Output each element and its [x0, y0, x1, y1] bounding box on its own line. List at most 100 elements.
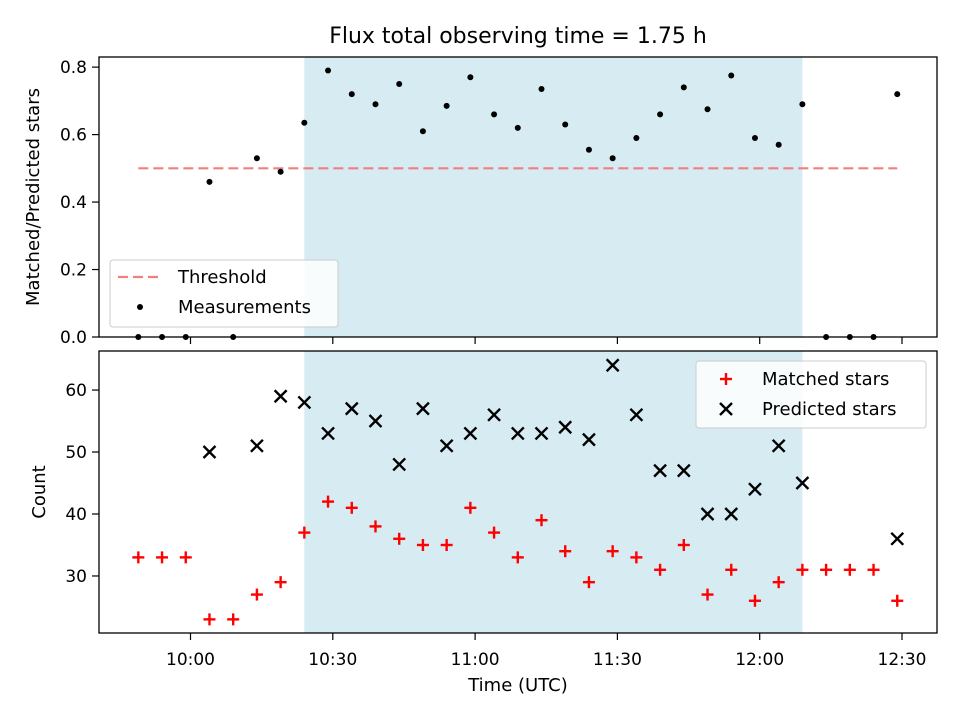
- legend-threshold-label: Threshold: [177, 267, 267, 288]
- measurement-point: [325, 67, 332, 74]
- measurement-point: [396, 80, 403, 87]
- measurement-point: [372, 101, 379, 108]
- matched-stars-point: [345, 501, 358, 514]
- measurement-point: [562, 121, 569, 128]
- predicted-stars-point: [534, 426, 549, 441]
- matched-stars-point: [250, 588, 263, 601]
- predicted-stars-point: [653, 463, 667, 478]
- matched-stars-point: [701, 588, 714, 601]
- legend-measurements-label: Measurements: [178, 297, 311, 318]
- bottom-y-tick-label: 40: [65, 505, 87, 525]
- measurement-point: [799, 101, 806, 108]
- legend-matched-label: Matched stars: [762, 369, 889, 390]
- measurement-point: [775, 141, 782, 148]
- measurement-points: [135, 67, 901, 340]
- count-points: [132, 358, 905, 626]
- predicted-stars-point: [558, 420, 573, 435]
- bottom-y-tick-label: 50: [65, 443, 87, 463]
- predicted-stars-point: [463, 426, 478, 441]
- top-legend: Threshold Measurements: [109, 259, 339, 328]
- predicted-stars-point: [250, 438, 264, 453]
- measurement-point: [277, 168, 284, 175]
- top-y-tick-label: 0.8: [60, 58, 87, 78]
- legend-predicted-label: Predicted stars: [762, 399, 896, 420]
- matched-stars-point: [227, 613, 240, 626]
- bottom-y-tick-label: 30: [65, 567, 87, 587]
- top-y-tick-label: 0.0: [60, 328, 87, 348]
- x-axis-label: Time (UTC): [467, 675, 568, 696]
- matched-stars-point: [867, 563, 880, 576]
- bottom-y-tick-label: 60: [65, 381, 87, 401]
- matched-stars-point: [298, 526, 311, 539]
- bottom-y-axis: 30 40 50 60: [65, 381, 99, 587]
- predicted-stars-point: [297, 395, 312, 410]
- matched-stars-point: [488, 526, 501, 539]
- predicted-stars-point: [676, 463, 691, 478]
- matched-stars-point: [416, 538, 429, 551]
- measurement-point: [657, 111, 664, 118]
- predicted-stars-point: [724, 507, 739, 521]
- legend-matched-swatch: [720, 373, 732, 385]
- chart-title: Flux total observing time = 1.75 h: [329, 24, 707, 49]
- top-shaded-interval: [304, 57, 803, 337]
- matched-stars-point: [132, 551, 145, 564]
- measurement-point: [443, 102, 450, 109]
- measurement-point: [491, 111, 498, 118]
- x-tick-label: 10:00: [166, 650, 215, 670]
- predicted-stars-point: [771, 438, 786, 453]
- measurement-point: [704, 106, 711, 113]
- predicted-stars-point: [202, 445, 217, 459]
- x-tick-label: 11:30: [593, 650, 642, 670]
- predicted-stars-point: [321, 426, 335, 441]
- top-y-tick-label: 0.6: [60, 126, 87, 146]
- predicted-stars-point: [439, 438, 454, 453]
- predicted-stars-point: [487, 407, 501, 422]
- top-x-axis: [189, 337, 903, 344]
- matched-stars-point: [369, 520, 382, 533]
- matched-stars-point: [606, 545, 619, 558]
- matched-stars-point: [772, 576, 785, 589]
- measurement-point: [680, 84, 687, 91]
- predicted-stars-point: [582, 432, 596, 447]
- measurement-point: [609, 155, 616, 162]
- predicted-stars-point: [605, 358, 620, 373]
- matched-stars-point: [274, 576, 287, 589]
- top-y-axis-label: Matched/Predicted stars: [23, 88, 44, 306]
- bottom-legend-box: [695, 360, 927, 429]
- x-tick-label: 10:30: [308, 650, 357, 670]
- predicted-stars-point: [273, 389, 288, 404]
- matched-stars-point: [582, 576, 595, 589]
- matched-stars-point: [156, 551, 169, 564]
- predicted-stars-point: [795, 476, 810, 490]
- measurement-point: [633, 134, 640, 141]
- legend-measurements-swatch: [137, 304, 143, 310]
- measurement-point: [301, 119, 308, 126]
- top-legend-box: [109, 259, 339, 328]
- matched-stars-point: [725, 563, 738, 576]
- matched-stars-point: [630, 551, 643, 564]
- measurement-point: [514, 124, 521, 131]
- x-tick-label: 12:00: [735, 650, 784, 670]
- measurement-point: [206, 178, 213, 185]
- top-axes-frame: [98, 56, 938, 338]
- matched-stars-point: [535, 514, 548, 527]
- matched-stars-point: [511, 551, 524, 564]
- bottom-axes-frame: [98, 350, 938, 634]
- matched-stars-point: [891, 594, 904, 607]
- measurement-point: [894, 91, 901, 98]
- matched-stars-point: [179, 551, 192, 564]
- top-y-tick-label: 0.2: [60, 261, 87, 281]
- bottom-legend: Matched stars Predicted stars: [695, 360, 927, 429]
- measurement-point: [585, 146, 592, 153]
- matched-stars-point: [654, 563, 667, 576]
- predicted-stars-point: [890, 531, 905, 546]
- predicted-stars-point: [416, 401, 430, 416]
- top-panel: 0.00.20.40.60.8 Matched/Predicted stars …: [23, 56, 938, 348]
- bottom-x-axis: 10:00 10:30 11:00 11:30 12:00 12:30: [166, 633, 927, 670]
- matched-stars-point: [440, 538, 453, 551]
- predicted-stars-point: [392, 457, 407, 472]
- measurement-point: [253, 155, 260, 162]
- predicted-stars-point: [510, 426, 525, 441]
